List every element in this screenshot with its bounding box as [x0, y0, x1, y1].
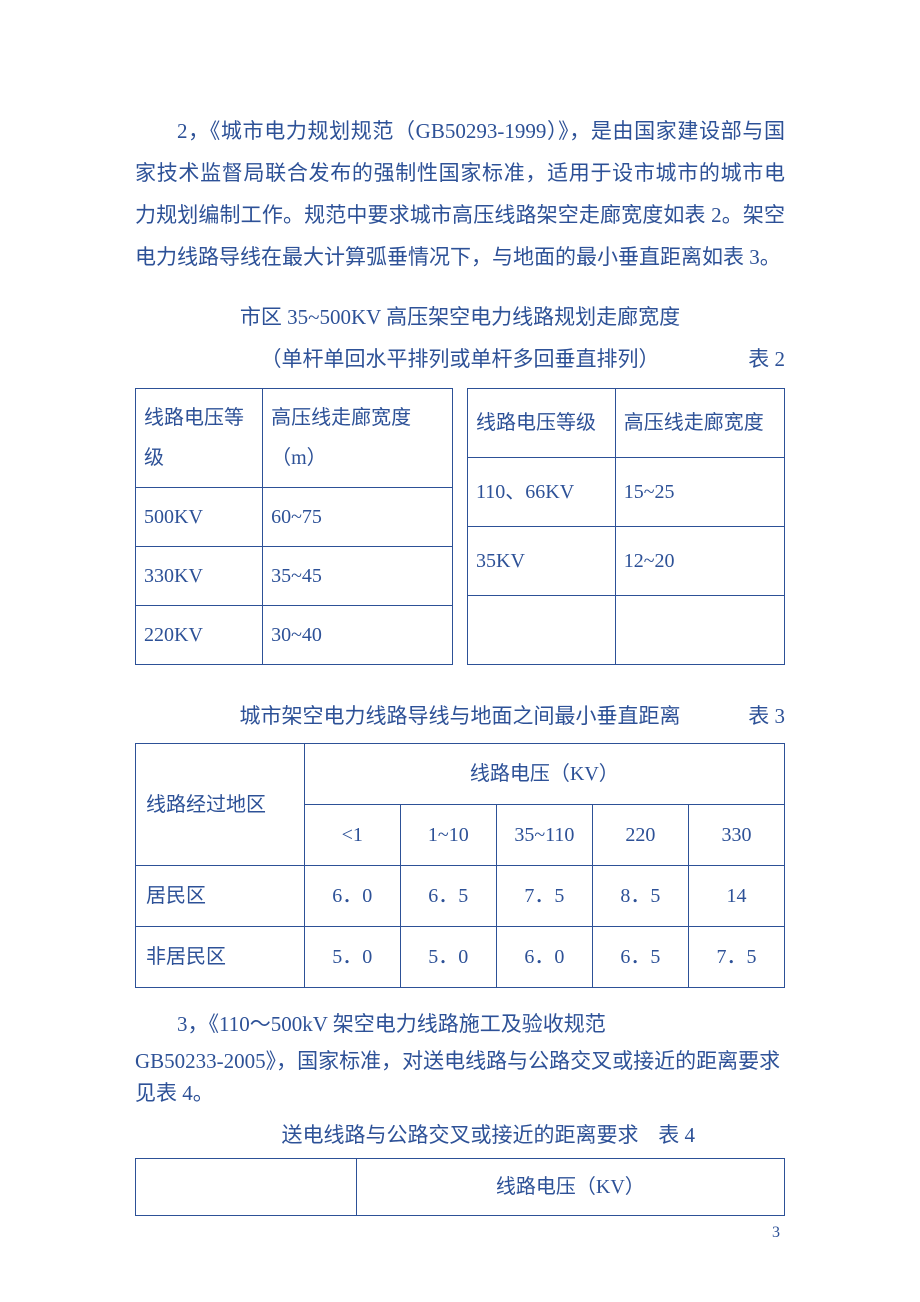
cell: 7．5	[688, 927, 784, 988]
cell: 35~110	[496, 805, 592, 866]
table2-right: 线路电压等级 高压线走廊宽度 110、66KV 15~25 35KV 12~20	[467, 388, 785, 665]
paragraph-1: 2，《城市电力规划规范（GB50293-1999）》，是由国家建设部与国家技术监…	[135, 110, 785, 278]
cell: 1~10	[400, 805, 496, 866]
table-row: 线路电压（KV）	[136, 1158, 785, 1215]
table3-caption: 城市架空电力线路导线与地面之间最小垂直距离	[240, 695, 681, 737]
table4-caption-block: 送电线路与公路交叉或接近的距离要求 表 4	[135, 1114, 785, 1156]
page-number: 3	[772, 1224, 780, 1242]
table3-label: 表 3	[748, 695, 785, 737]
cell: 15~25	[615, 458, 784, 527]
cell: 6．0	[496, 927, 592, 988]
cell: 5．0	[400, 927, 496, 988]
cell: 330	[688, 805, 784, 866]
table4-span-header: 线路电压（KV）	[356, 1158, 784, 1215]
table2-label: 表 2	[748, 338, 785, 380]
cell: 14	[688, 866, 784, 927]
table-row	[468, 596, 785, 665]
table-row: 线路电压等级 高压线走廊宽度	[468, 389, 785, 458]
table4-label: 表 4	[658, 1114, 695, 1156]
cell: 60~75	[263, 488, 453, 547]
table2-left-h1: 高压线走廊宽度（m）	[263, 389, 453, 488]
paragraph-3-line2: GB50233-2005》，国家标准，对送电线路与公路交叉或接近的距离要求见表 …	[135, 1045, 785, 1110]
table-row: 居民区 6．0 6．5 7．5 8．5 14	[136, 866, 785, 927]
cell: 6．0	[304, 866, 400, 927]
table2-right-h1: 高压线走廊宽度	[615, 389, 784, 458]
cell: <1	[304, 805, 400, 866]
table-row: 220KV 30~40	[136, 606, 453, 665]
table-row: 线路电压等级 高压线走廊宽度（m）	[136, 389, 453, 488]
table-row: 500KV 60~75	[136, 488, 453, 547]
table4-caption: 送电线路与公路交叉或接近的距离要求	[282, 1114, 639, 1156]
cell: 6．5	[400, 866, 496, 927]
cell: 非居民区	[136, 927, 305, 988]
table2-left-h0: 线路电压等级	[136, 389, 263, 488]
table4: 线路电压（KV）	[135, 1158, 785, 1216]
table3-caption-block: 城市架空电力线路导线与地面之间最小垂直距离 表 3	[135, 695, 785, 737]
cell: 30~40	[263, 606, 453, 665]
cell: 7．5	[496, 866, 592, 927]
cell: 220	[592, 805, 688, 866]
cell: 35~45	[263, 547, 453, 606]
cell	[615, 596, 784, 665]
table2-left: 线路电压等级 高压线走廊宽度（m） 500KV 60~75 330KV 35~4…	[135, 388, 453, 665]
cell: 110、66KV	[468, 458, 616, 527]
paragraph-3-line1: 3，《110～500kV 架空电力线路施工及验收规范	[135, 1008, 785, 1041]
table2-caption-line1: 市区 35~500KV 高压架空电力线路规划走廊宽度	[135, 296, 785, 338]
cell: 220KV	[136, 606, 263, 665]
table-row: 35KV 12~20	[468, 527, 785, 596]
cell: 330KV	[136, 547, 263, 606]
table3-span-header: 线路电压（KV）	[304, 744, 784, 805]
table3-col0-header: 线路经过地区	[136, 744, 305, 866]
cell: 500KV	[136, 488, 263, 547]
cell: 居民区	[136, 866, 305, 927]
cell: 35KV	[468, 527, 616, 596]
table2-right-h0: 线路电压等级	[468, 389, 616, 458]
table2-caption-line2: （单杆单回水平排列或单杆多回垂直排列）	[261, 338, 660, 380]
cell: 6．5	[592, 927, 688, 988]
table2-caption: 市区 35~500KV 高压架空电力线路规划走廊宽度 （单杆单回水平排列或单杆多…	[135, 296, 785, 380]
table-row: 110、66KV 15~25	[468, 458, 785, 527]
cell: 8．5	[592, 866, 688, 927]
table-row: 非居民区 5．0 5．0 6．0 6．5 7．5	[136, 927, 785, 988]
table4-col0	[136, 1158, 357, 1215]
table-row: 330KV 35~45	[136, 547, 453, 606]
cell: 5．0	[304, 927, 400, 988]
table3: 线路经过地区 线路电压（KV） <1 1~10 35~110 220 330 居…	[135, 743, 785, 988]
cell	[468, 596, 616, 665]
cell: 12~20	[615, 527, 784, 596]
table-row: 线路经过地区 线路电压（KV）	[136, 744, 785, 805]
table2: 线路电压等级 高压线走廊宽度（m） 500KV 60~75 330KV 35~4…	[135, 388, 785, 665]
